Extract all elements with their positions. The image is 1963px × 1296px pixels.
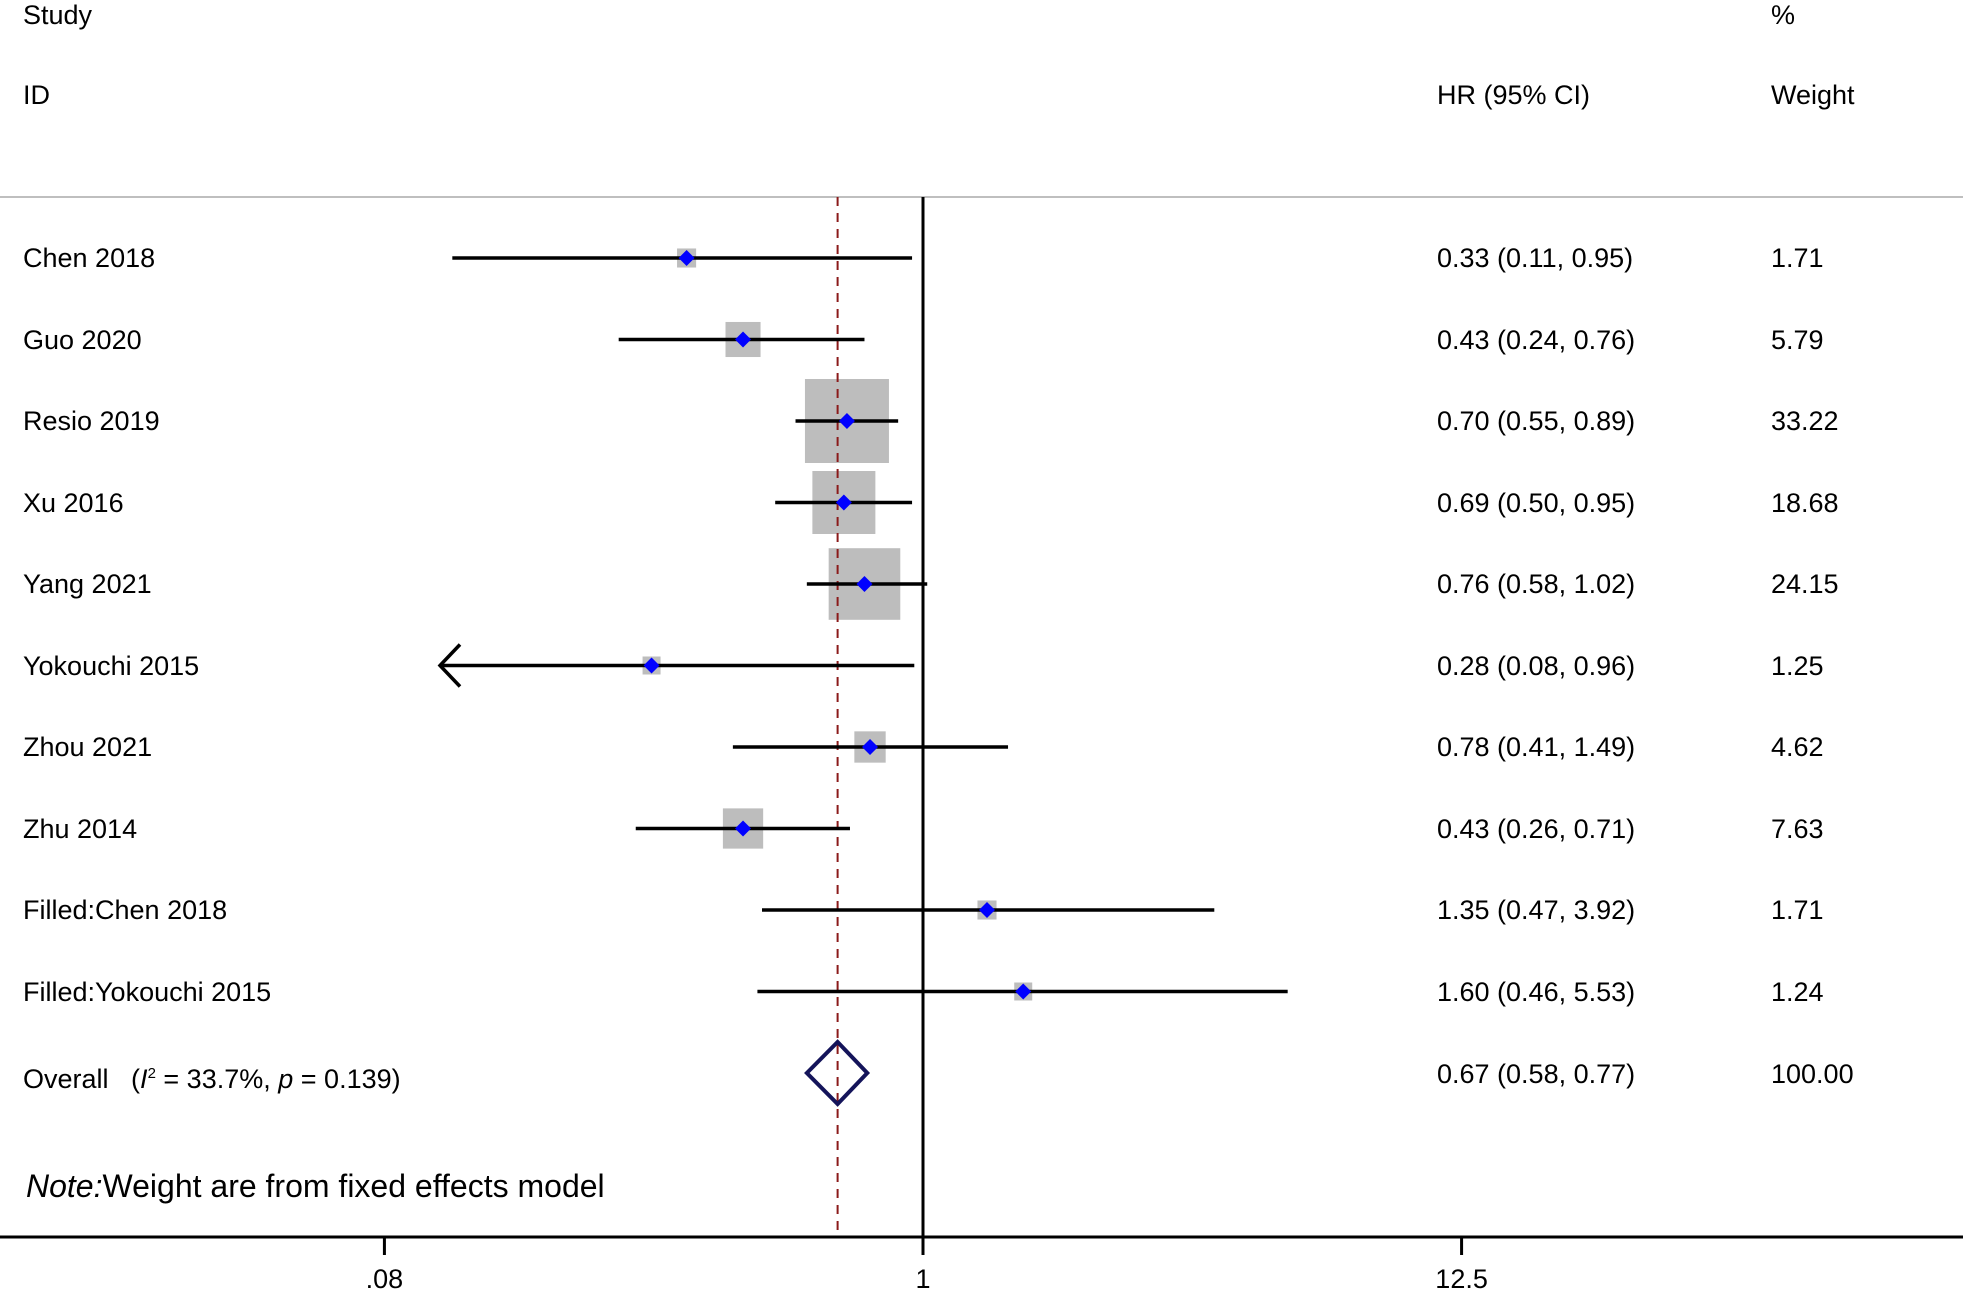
study-weight: 4.62: [1771, 732, 1824, 762]
study-hr-ci: 0.28 (0.08, 0.96): [1437, 650, 1636, 681]
weight-header: Weight: [1771, 80, 1855, 110]
note-text: Weight are from fixed effects model: [102, 1168, 605, 1204]
hr-ci-header: HR (95% CI): [1437, 80, 1591, 110]
overall-text: Overall: [23, 1064, 109, 1094]
open-paren: (: [131, 1064, 141, 1094]
x-tick-label: 1: [915, 1264, 930, 1294]
point-estimate: [838, 413, 855, 429]
study-hr-ci: 1.35 (0.47, 3.92): [1437, 895, 1636, 925]
i2-superscript: 2: [147, 1065, 156, 1082]
point-estimate: [678, 250, 695, 266]
study-weight: 5.79: [1771, 324, 1824, 355]
point-estimate: [643, 657, 660, 674]
study-name: Yokouchi 2015: [23, 650, 200, 681]
study-weight: 24.15: [1771, 569, 1839, 599]
x-tick-label: 12.5: [1435, 1264, 1488, 1294]
note-italic: Note:: [26, 1168, 103, 1204]
p-symbol: p: [278, 1064, 294, 1094]
study-hr-ci: 0.76 (0.58, 1.02): [1437, 569, 1636, 599]
model-note: Note:Weight are from fixed effects model: [26, 1168, 605, 1204]
study-name: Xu 2016: [23, 487, 124, 518]
id-header: ID: [23, 80, 50, 110]
study-hr-ci: 0.70 (0.55, 0.89): [1437, 406, 1636, 436]
overall-diamond: [804, 1039, 871, 1107]
i2-symbol: I: [140, 1064, 148, 1094]
study-name: Chen 2018: [23, 243, 156, 273]
study-weight: 7.63: [1771, 813, 1824, 844]
overall-weight: 100.00: [1771, 1059, 1854, 1089]
study-hr-ci: 0.33 (0.11, 0.95): [1437, 243, 1634, 273]
i2-value: = 33.7%,: [155, 1064, 279, 1094]
study-name: Resio 2019: [23, 406, 160, 436]
study-name: Zhu 2014: [23, 813, 138, 844]
point-estimate: [862, 739, 879, 755]
point-estimate: [735, 331, 752, 348]
truncation-arrow: [437, 643, 462, 688]
study-hr-ci: 0.43 (0.26, 0.71): [1437, 813, 1636, 844]
point-estimate: [856, 576, 873, 592]
study-weight: 1.24: [1771, 976, 1824, 1007]
study-name: Zhou 2021: [23, 732, 153, 762]
study-name: Guo 2020: [23, 324, 142, 355]
overall-hr-ci: 0.67 (0.58, 0.77): [1437, 1059, 1636, 1089]
point-estimate: [978, 902, 995, 918]
study-name: Filled:Yokouchi 2015: [23, 976, 272, 1007]
study-name: Yang 2021: [23, 569, 152, 599]
study-hr-ci: 0.43 (0.24, 0.76): [1437, 324, 1636, 355]
x-tick-label: .08: [366, 1264, 404, 1294]
p-value: = 0.139): [293, 1064, 401, 1094]
study-weight: 1.25: [1771, 650, 1824, 681]
percent-header: %: [1771, 0, 1796, 30]
point-estimate: [835, 494, 852, 511]
study-weight: 33.22: [1771, 406, 1839, 436]
study-hr-ci: 0.69 (0.50, 0.95): [1437, 487, 1636, 518]
study-header: Study: [23, 0, 93, 30]
study-hr-ci: 0.78 (0.41, 1.49): [1437, 732, 1636, 762]
study-weight: 18.68: [1771, 487, 1839, 518]
study-name: Filled:Chen 2018: [23, 895, 228, 925]
study-weight: 1.71: [1771, 895, 1824, 925]
study-hr-ci: 1.60 (0.46, 5.53): [1437, 976, 1636, 1007]
study-weight: 1.71: [1771, 243, 1824, 273]
point-estimate: [735, 820, 752, 837]
point-estimate: [1015, 983, 1032, 1000]
overall-label: Overall (I2 = 33.7%, p = 0.139): [23, 1059, 401, 1094]
